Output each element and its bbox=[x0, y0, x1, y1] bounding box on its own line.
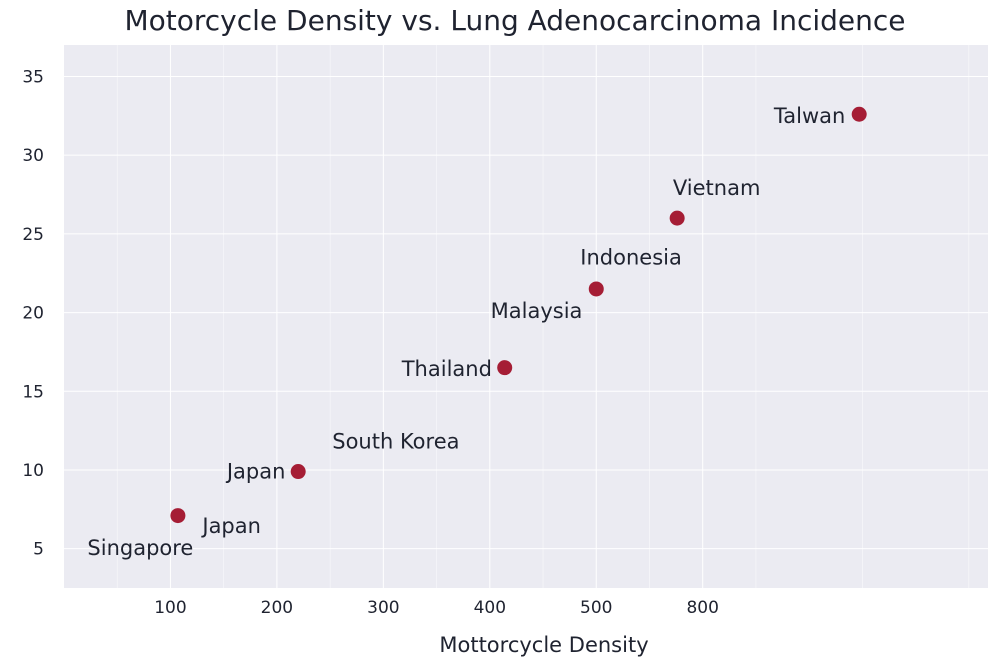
plot-area bbox=[64, 45, 988, 588]
data-point bbox=[851, 106, 867, 122]
data-point bbox=[170, 508, 186, 524]
x-tick-label: 500 bbox=[580, 598, 612, 618]
data-point bbox=[497, 360, 513, 376]
axis-ticks: 100 200 300 400 500 800 5 10 15 20 25 30 35 bbox=[22, 67, 719, 618]
point-label: Thailand bbox=[401, 357, 492, 381]
x-tick-label: 800 bbox=[686, 598, 718, 618]
data-points bbox=[170, 106, 867, 524]
point-label: Singapore bbox=[87, 536, 193, 560]
data-point bbox=[669, 210, 685, 226]
y-tick-label: 35 bbox=[22, 67, 44, 87]
point-label: Vietnam bbox=[673, 176, 761, 200]
point-label: Indonesia bbox=[580, 245, 682, 269]
point-label: Japan bbox=[200, 514, 261, 538]
y-tick-label: 5 bbox=[33, 540, 44, 560]
y-tick-label: 25 bbox=[22, 225, 44, 245]
x-tick-label: 200 bbox=[261, 598, 293, 618]
x-axis-title: Mottorcycle Density bbox=[439, 633, 648, 657]
x-tick-label: 300 bbox=[367, 598, 399, 618]
y-tick-label: 10 bbox=[22, 461, 44, 481]
point-label: South Korea bbox=[332, 430, 459, 454]
point-label: Malaysia bbox=[491, 299, 583, 323]
data-point bbox=[290, 464, 306, 480]
data-point bbox=[588, 281, 604, 297]
point-labels: Singapore Japan Japan South Korea Thailand Ma… bbox=[87, 104, 845, 560]
y-tick-label: 20 bbox=[22, 304, 44, 324]
x-tick-label: 100 bbox=[154, 598, 186, 618]
point-label: Japan bbox=[225, 460, 286, 484]
y-tick-label: 30 bbox=[22, 146, 44, 166]
y-tick-label: 15 bbox=[22, 382, 44, 402]
x-tick-label: 400 bbox=[474, 598, 506, 618]
chart-title: Motorcycle Density vs. Lung Adenocarcino… bbox=[124, 4, 906, 37]
grid-lines bbox=[64, 45, 988, 588]
point-label: Talwan bbox=[773, 104, 845, 128]
